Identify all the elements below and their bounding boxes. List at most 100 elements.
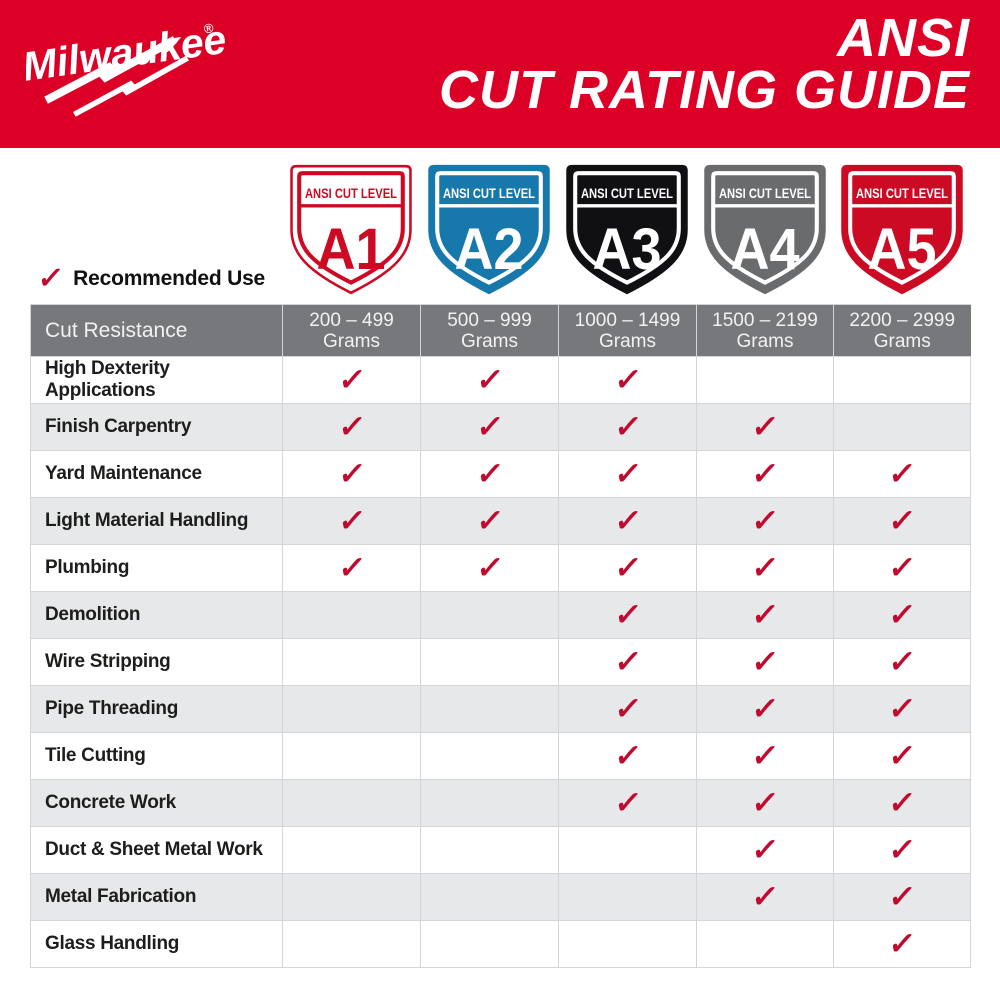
table-row: Pipe Threading ✓ ✓ ✓ — [30, 685, 971, 733]
check-cell: ✓ — [833, 544, 971, 592]
check-icon: ✓ — [612, 597, 644, 632]
shield-cell-a5: ANSI CUT LEVEL A5 — [833, 163, 970, 296]
shield-level-text: A5 — [867, 217, 936, 282]
table-row: Finish Carpentry ✓ ✓ ✓ ✓ — [30, 403, 971, 451]
check-icon: ✓ — [749, 409, 781, 444]
gram-range: 1000 – 1499 — [574, 309, 681, 331]
gram-range: 1500 – 2199 — [712, 309, 818, 331]
check-cell — [558, 873, 697, 921]
row-label: Concrete Work — [30, 779, 283, 827]
check-icon: ✓ — [886, 879, 918, 914]
table-row: High Dexterity Applications ✓ ✓ ✓ — [30, 356, 971, 404]
check-icon: ✓ — [474, 550, 506, 585]
check-cell: ✓ — [420, 450, 559, 498]
row-label: Duct & Sheet Metal Work — [30, 826, 283, 874]
column-header-a4: 1500 – 2199 Grams — [696, 304, 834, 357]
table-row: Yard Maintenance ✓ ✓ ✓ ✓ ✓ — [30, 450, 971, 498]
check-cell — [282, 638, 421, 686]
check-icon: ✓ — [886, 550, 918, 585]
ansi-cut-level-a3-badge: ANSI CUT LEVEL A3 — [566, 164, 688, 295]
check-icon: ✓ — [35, 262, 66, 295]
check-cell — [696, 356, 834, 404]
check-cell — [833, 403, 971, 451]
check-icon: ✓ — [749, 644, 781, 679]
page-title-line1: ANSI — [836, 8, 970, 68]
check-icon: ✓ — [886, 644, 918, 679]
column-header-a5: 2200 – 2999 Grams — [833, 304, 971, 357]
check-cell: ✓ — [420, 356, 559, 404]
check-cell: ✓ — [558, 403, 697, 451]
check-cell — [420, 591, 559, 639]
shield-banner-text: ANSI CUT LEVEL — [443, 185, 535, 201]
check-cell — [833, 356, 971, 404]
check-icon: ✓ — [336, 550, 368, 585]
check-cell: ✓ — [420, 497, 559, 545]
check-cell: ✓ — [420, 403, 559, 451]
header-banner: Milwaukee ® ANSI CUT RATING GUIDE — [0, 0, 1000, 148]
check-cell — [696, 920, 834, 968]
check-icon: ✓ — [886, 691, 918, 726]
gram-unit: Grams — [599, 330, 656, 352]
check-cell: ✓ — [833, 638, 971, 686]
check-icon: ✓ — [612, 550, 644, 585]
check-icon: ✓ — [749, 832, 781, 867]
lightning-bolt-icon — [44, 36, 177, 104]
row-label: Metal Fabrication — [30, 873, 283, 921]
gram-unit: Grams — [323, 330, 380, 352]
check-cell: ✓ — [282, 450, 421, 498]
check-cell — [420, 873, 559, 921]
check-cell — [282, 920, 421, 968]
row-label: Pipe Threading — [30, 685, 283, 733]
check-cell — [420, 920, 559, 968]
table-row: Tile Cutting ✓ ✓ ✓ — [30, 732, 971, 780]
check-cell — [420, 685, 559, 733]
legend-label: Recommended Use — [73, 267, 266, 290]
check-cell — [558, 826, 697, 874]
check-icon: ✓ — [474, 456, 506, 491]
check-cell: ✓ — [282, 403, 421, 451]
check-icon: ✓ — [612, 456, 644, 491]
table-header-row: Cut Resistance 200 – 499 Grams 500 – 999… — [30, 304, 971, 357]
check-cell: ✓ — [558, 685, 697, 733]
gram-range: 200 – 499 — [309, 309, 394, 331]
row-label: Finish Carpentry — [30, 403, 283, 451]
check-cell: ✓ — [558, 638, 697, 686]
ansi-cut-level-a4-badge: ANSI CUT LEVEL A4 — [703, 164, 826, 295]
check-icon: ✓ — [336, 456, 368, 491]
check-cell: ✓ — [696, 826, 834, 874]
check-cell: ✓ — [282, 356, 421, 404]
table-row: Concrete Work ✓ ✓ ✓ — [30, 779, 971, 827]
check-icon: ✓ — [886, 738, 918, 773]
check-icon: ✓ — [749, 738, 781, 773]
check-cell: ✓ — [696, 873, 834, 921]
check-cell: ✓ — [833, 873, 971, 921]
check-icon: ✓ — [612, 503, 644, 538]
check-cell — [420, 638, 559, 686]
column-header-cut-resistance: Cut Resistance — [30, 304, 283, 357]
gram-unit: Grams — [873, 330, 931, 352]
row-label: Plumbing — [30, 544, 283, 592]
lightning-bolt-icon — [73, 55, 189, 117]
table-row: Wire Stripping ✓ ✓ ✓ — [30, 638, 971, 686]
check-icon: ✓ — [749, 785, 781, 820]
table-row: Demolition ✓ ✓ ✓ — [30, 591, 971, 639]
check-icon: ✓ — [886, 832, 918, 867]
check-icon: ✓ — [886, 456, 918, 491]
registered-mark: ® — [203, 20, 215, 36]
shield-banner-text: ANSI CUT LEVEL — [581, 185, 673, 201]
row-label: High Dexterity Applications — [30, 356, 283, 404]
check-cell — [282, 779, 421, 827]
check-cell: ✓ — [696, 403, 834, 451]
check-icon: ✓ — [336, 503, 368, 538]
check-cell — [282, 732, 421, 780]
milwaukee-logo-icon: Milwaukee ® — [19, 16, 229, 117]
shield-banner-text: ANSI CUT LEVEL — [305, 185, 397, 201]
check-cell — [558, 920, 697, 968]
check-icon: ✓ — [336, 362, 368, 397]
check-cell: ✓ — [833, 826, 971, 874]
table-row: Glass Handling ✓ — [30, 920, 971, 968]
check-icon: ✓ — [886, 926, 918, 961]
recommended-use-legend: ✓ Recommended Use — [30, 262, 282, 296]
shield-cell-a4: ANSI CUT LEVEL A4 — [696, 163, 833, 296]
check-icon: ✓ — [886, 503, 918, 538]
